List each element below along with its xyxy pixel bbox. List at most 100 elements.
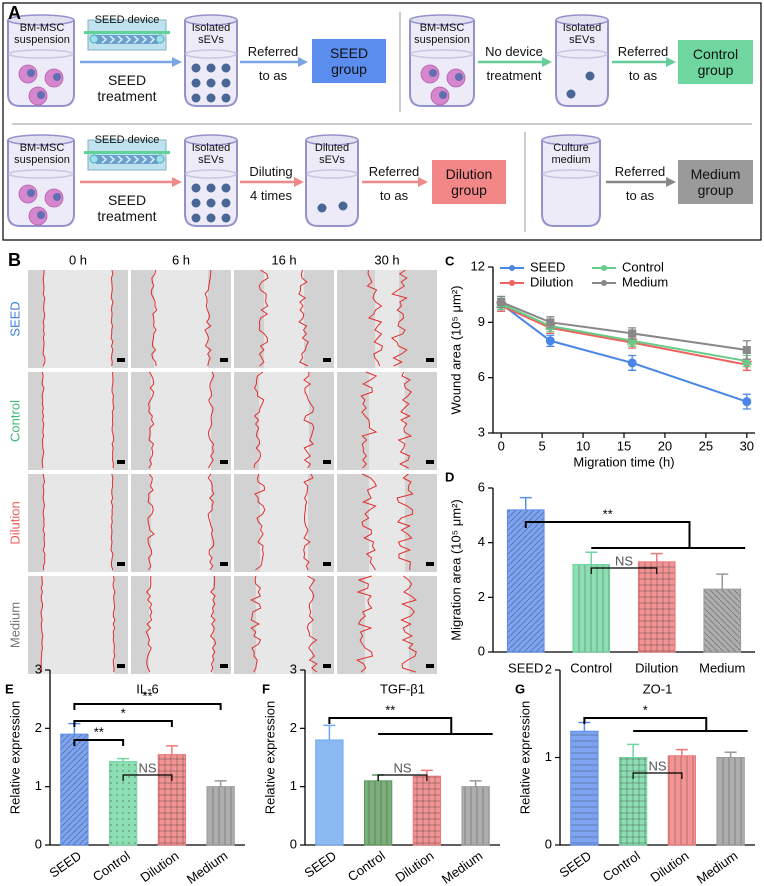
arrow-label: treatment [486,68,542,83]
wound-edge [397,371,413,469]
x-tick-label: SEED [301,848,339,881]
bar [108,761,138,846]
device-chevron [101,155,107,164]
device-tube [84,31,170,34]
wound-edge [303,473,314,571]
significance-label: NS [615,553,633,568]
wound-area [44,474,112,572]
significance-bracket [73,703,222,710]
panel-label: E [5,681,14,696]
chart-title: ZO-1 [643,681,673,696]
x-tick-label: Dilution [647,848,691,885]
significance-bracket [583,717,748,732]
wound-area [259,372,309,470]
vesicle [206,78,216,88]
x-tick-label: 5 [539,438,546,453]
wound-edge [41,371,45,469]
significance-label: ** [603,506,613,521]
vesicle [206,183,216,193]
wound-edge [110,269,114,367]
vesicle [206,63,216,73]
y-tick-label: 1 [35,778,42,793]
error-bar [214,780,227,787]
beaker-liquid [185,49,237,59]
scale-bar [426,562,434,566]
series-line [500,301,747,351]
x-tick-label: Control [90,848,133,884]
cell-nucleus [429,69,437,77]
cell-nucleus [37,91,45,99]
y-axis-label: Relative expression [7,701,22,814]
vesicle [338,201,348,211]
point [742,346,751,354]
beaker-label: Diluted sEVs [314,142,350,166]
arrow-head [172,57,182,67]
significance-label: ** [142,688,152,703]
wound-area [44,270,112,368]
arrow-head [298,57,308,67]
scale-bar [323,358,331,362]
arrow-label: Diluting [249,164,293,179]
point [741,355,753,366]
arrow-head [418,177,428,187]
x-tick-label: Control [570,660,612,675]
wound-edge [207,371,215,469]
beaker-rim [7,134,75,146]
wound-edge [111,371,115,469]
bar [716,757,745,846]
device-port [89,34,99,44]
arrow-label: No device [485,44,543,59]
significance-bracket [73,720,173,727]
arrow-label: Referred [247,44,299,59]
panel-label: D [445,469,454,484]
series-line [500,304,748,366]
beaker-label: Isolated sEVs [562,22,602,46]
y-tick-label: 1 [290,778,297,793]
wound-edge [42,473,46,571]
error-bar [650,552,663,562]
cell-nucleus [455,73,463,81]
panel-label: F [262,681,270,696]
bar [572,564,611,653]
vesicle [206,198,216,208]
x-tick-label: 15 [617,438,631,453]
column-header: 0 h [69,252,87,267]
x-tick-label: 20 [658,438,672,453]
y-tick-label: 3 [290,661,297,676]
device-chevron [133,155,139,164]
bar [570,730,599,846]
significance-bracket [377,774,428,781]
arrow-label: 4 times [250,188,292,203]
device-chevron [117,155,123,164]
arrow-label: to as [258,68,288,83]
panel-label: C [445,253,455,268]
point [627,358,637,368]
legend-label: SEED [530,259,565,274]
x-tick-label: Medium [439,848,485,886]
device-chevron [117,35,123,44]
scale-bar [323,460,331,464]
wound-area [256,576,312,674]
group-box: SEED group [312,39,386,83]
wound-edge [112,575,116,673]
y-tick-label: 0 [478,643,485,658]
vesicle [206,213,216,223]
significance-bracket [524,521,746,549]
wound-edge [355,575,374,673]
bar [667,755,697,846]
error-bar [165,745,178,755]
wound-area [375,270,399,368]
row-label: Medium [7,602,22,648]
legend-marker [601,280,607,286]
wound-edge [366,269,384,367]
x-tick-label: SEED [556,848,594,881]
beaker-label: BM-MSC suspension [14,142,70,166]
wound-edge [400,575,418,673]
chart-title: TGF-β1 [380,681,425,696]
series-line [500,302,747,363]
beaker-rim [184,14,238,26]
beaker-liquid [556,49,608,59]
vesicle [191,183,201,193]
device-chevron [149,35,155,44]
